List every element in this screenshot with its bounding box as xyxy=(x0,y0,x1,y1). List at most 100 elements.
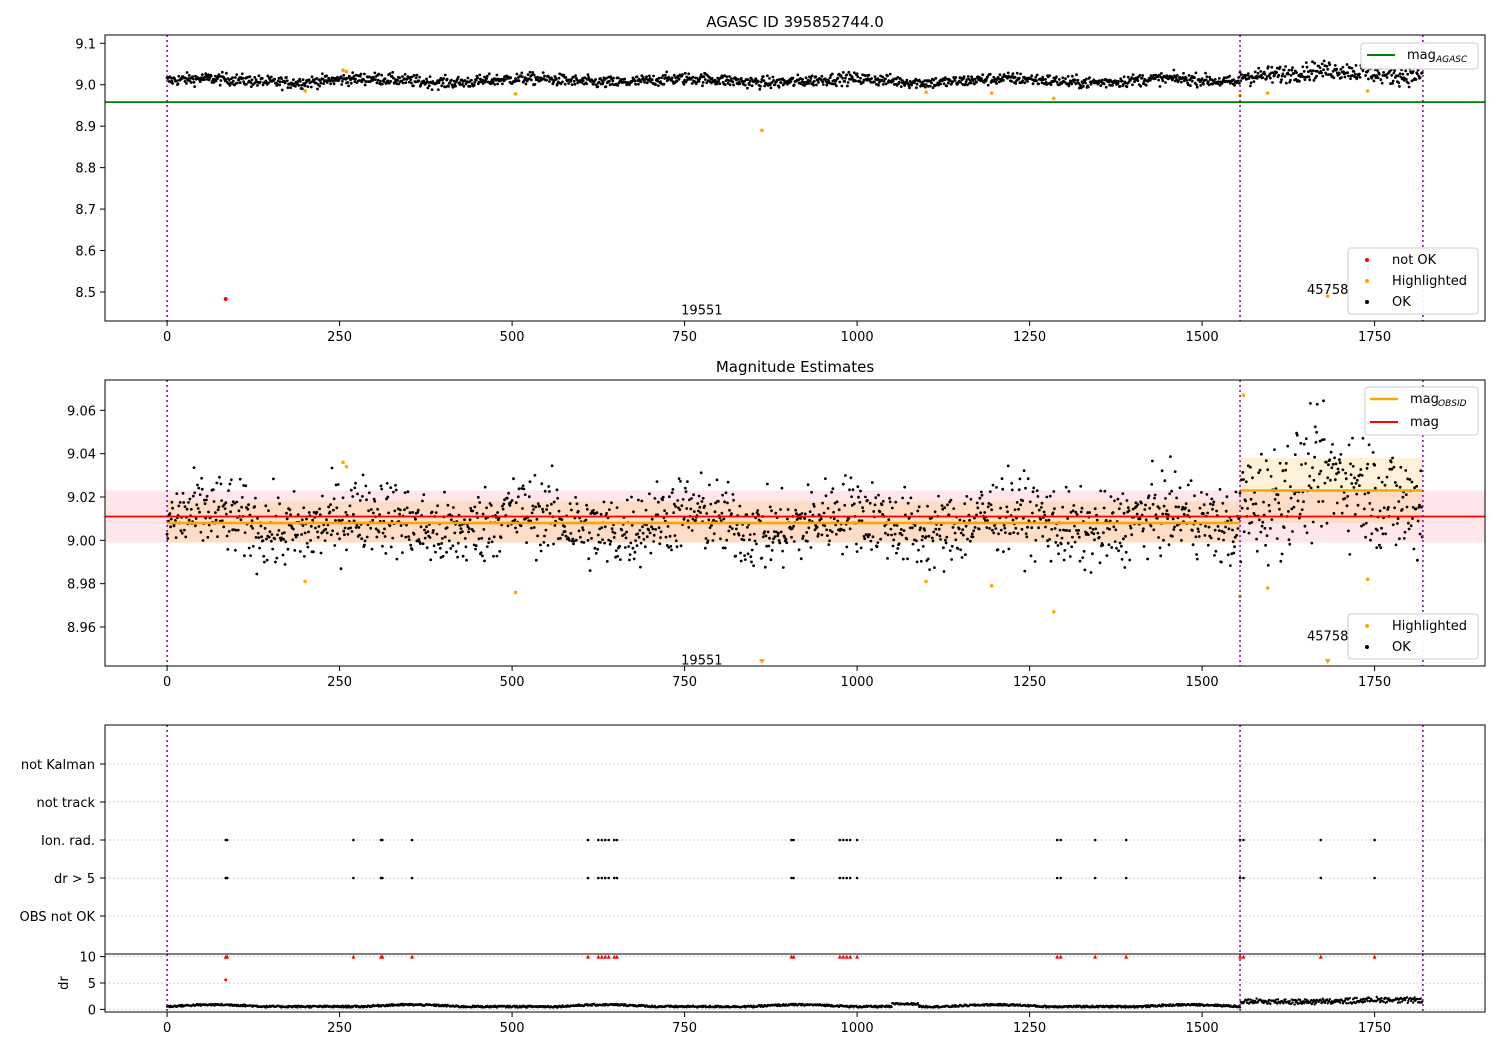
ok-point xyxy=(1373,74,1376,77)
ok-point xyxy=(359,72,363,76)
ok-point xyxy=(1054,541,1058,544)
ok-point xyxy=(394,488,398,492)
ok-point xyxy=(1372,79,1376,83)
ok-point xyxy=(421,542,425,546)
ok-point xyxy=(1278,65,1282,69)
ok-point xyxy=(291,538,295,542)
ok-point xyxy=(552,500,556,504)
ok-point xyxy=(289,513,292,516)
ok-point xyxy=(1021,79,1025,82)
ok-point xyxy=(1345,504,1349,508)
highlighted-point xyxy=(513,590,518,595)
ok-point xyxy=(766,530,770,534)
ok-point xyxy=(910,83,913,87)
flag-point xyxy=(1238,876,1242,880)
ok-point xyxy=(643,545,647,549)
ok-point xyxy=(1069,510,1073,514)
ok-point xyxy=(428,536,432,539)
ok-point xyxy=(1252,512,1256,515)
ok-point xyxy=(942,570,946,573)
ok-point xyxy=(699,511,702,514)
ok-point xyxy=(845,73,849,77)
ok-point xyxy=(454,84,457,88)
ok-point xyxy=(624,536,628,540)
ok-point xyxy=(1401,495,1405,499)
ok-point xyxy=(1349,77,1352,80)
ok-point xyxy=(775,530,778,534)
x-tick-label: 500 xyxy=(500,675,525,690)
ok-point xyxy=(988,527,991,530)
ok-point xyxy=(881,513,884,516)
ok-point xyxy=(819,517,823,521)
ok-point xyxy=(306,545,310,549)
ok-point xyxy=(1073,78,1077,82)
ok-point xyxy=(1040,81,1044,85)
ok-point xyxy=(1174,505,1178,509)
ok-point xyxy=(1320,71,1323,75)
y-tick-label: 0 xyxy=(88,1003,96,1018)
ok-point xyxy=(1068,555,1072,558)
ok-point xyxy=(428,75,432,78)
ok-point xyxy=(670,548,673,552)
not-ok-point xyxy=(223,297,228,302)
ok-point xyxy=(351,71,355,74)
ok-point xyxy=(648,492,651,496)
ok-point xyxy=(1328,458,1332,462)
ok-point xyxy=(1069,80,1073,84)
ok-point xyxy=(945,84,949,88)
ok-point xyxy=(298,80,302,83)
ok-point xyxy=(881,499,885,503)
ok-point xyxy=(225,534,229,538)
ok-point xyxy=(599,541,602,544)
ok-point xyxy=(1407,521,1410,525)
ok-point xyxy=(964,524,968,528)
ok-point xyxy=(534,505,537,509)
ok-point xyxy=(1300,508,1304,511)
ok-point xyxy=(812,79,816,83)
ok-point xyxy=(924,535,928,538)
ok-point xyxy=(539,549,543,553)
ok-point xyxy=(247,546,251,550)
ok-point xyxy=(376,507,379,511)
ok-point xyxy=(674,505,677,508)
ok-point xyxy=(870,481,874,484)
ok-point xyxy=(863,537,867,541)
ok-point xyxy=(999,79,1003,83)
ok-point xyxy=(887,518,891,522)
ok-point xyxy=(1242,530,1246,534)
ok-point xyxy=(424,531,428,535)
ok-point xyxy=(908,526,912,530)
ok-point xyxy=(1200,491,1203,494)
legend-frame xyxy=(1360,42,1479,70)
ok-point xyxy=(240,505,244,509)
ok-point xyxy=(352,77,355,81)
ok-point xyxy=(922,83,926,86)
flag-row-label: not Kalman xyxy=(21,758,95,773)
ok-point xyxy=(1398,537,1401,541)
ok-point xyxy=(356,492,359,496)
ok-point xyxy=(614,549,618,552)
legend-swatch xyxy=(1365,300,1369,304)
ok-point xyxy=(1392,465,1396,469)
ok-point xyxy=(1149,74,1153,77)
ok-point xyxy=(908,86,911,90)
ok-point xyxy=(620,528,624,532)
ok-point xyxy=(1045,83,1049,86)
ok-point xyxy=(756,509,760,512)
flag-point xyxy=(855,838,859,842)
ok-point xyxy=(442,77,446,80)
ok-point xyxy=(801,78,804,81)
ok-point xyxy=(1343,497,1347,500)
ok-point xyxy=(401,551,404,554)
x-tick-label: 750 xyxy=(672,330,697,345)
ok-point xyxy=(540,482,544,486)
ok-point xyxy=(1238,491,1242,495)
ok-point xyxy=(408,76,412,79)
ok-point xyxy=(695,76,699,80)
ok-point xyxy=(1211,507,1214,511)
ok-point xyxy=(1108,527,1111,531)
ok-point xyxy=(1338,458,1341,462)
ok-point xyxy=(1379,78,1383,82)
ok-point xyxy=(1352,486,1356,489)
ok-point xyxy=(194,524,197,528)
